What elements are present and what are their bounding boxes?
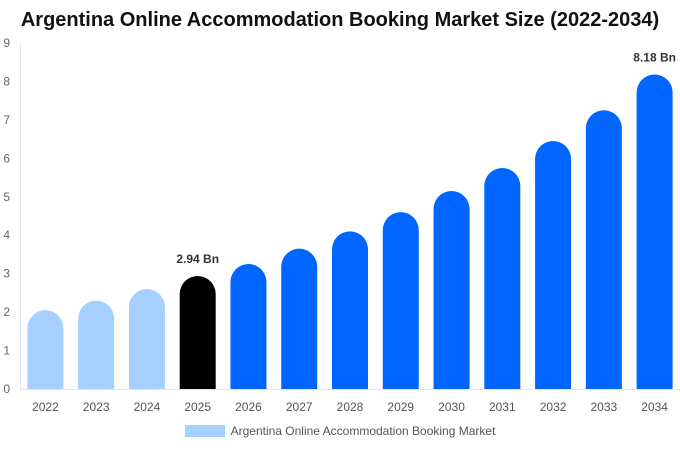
bar-2028 xyxy=(332,231,368,389)
bar-2033 xyxy=(585,110,622,389)
x-tick-label: 2023 xyxy=(83,400,110,414)
y-tick-label: 0 xyxy=(3,382,10,396)
legend-swatch xyxy=(184,425,225,437)
x-tick-label: 2031 xyxy=(489,400,516,414)
x-tick-label: 2034 xyxy=(641,400,668,414)
bar-2034 xyxy=(636,74,673,389)
bar-2027 xyxy=(281,248,318,389)
x-tick-label: 2022 xyxy=(32,400,59,414)
bar-2026 xyxy=(230,264,267,389)
x-axis-ticks: 2022 2023 2024 2025 2026 2027 2028 2029 2030 2031… xyxy=(32,400,668,414)
legend: Argentina Online Accommodation Booking M… xyxy=(0,424,680,438)
y-tick-label: 9 xyxy=(3,36,10,50)
data-label-2034: 8.18 Bn xyxy=(633,51,676,65)
bar-2032 xyxy=(535,141,572,389)
legend-label: Argentina Online Accommodation Booking M… xyxy=(230,424,496,438)
y-tick-label: 1 xyxy=(3,344,10,358)
x-tick-label: 2029 xyxy=(387,400,414,414)
y-tick-label: 4 xyxy=(3,228,10,242)
bar-2025 xyxy=(179,275,216,389)
y-axis-ticks: 0 1 2 3 4 5 6 7 8 9 xyxy=(3,36,10,396)
x-tick-label: 2024 xyxy=(134,400,161,414)
bar-2030 xyxy=(433,191,470,389)
bar-2022 xyxy=(27,310,64,389)
chart-title: Argentina Online Accommodation Booking M… xyxy=(20,9,660,31)
y-tick-label: 6 xyxy=(3,151,10,165)
y-tick-label: 5 xyxy=(3,190,10,204)
bar-2031 xyxy=(484,167,521,389)
y-tick-label: 8 xyxy=(3,74,10,88)
x-tick-label: 2026 xyxy=(235,400,262,414)
bar-2029 xyxy=(382,212,419,389)
bars xyxy=(27,74,673,389)
x-tick-label: 2033 xyxy=(590,400,617,414)
x-tick-label: 2032 xyxy=(540,400,567,414)
y-tick-label: 3 xyxy=(3,267,10,281)
bar-2024 xyxy=(128,289,165,389)
bar-2023 xyxy=(78,300,115,389)
y-tick-label: 7 xyxy=(3,113,10,127)
x-tick-label: 2027 xyxy=(286,400,313,414)
y-tick-label: 2 xyxy=(3,305,10,319)
x-tick-label: 2028 xyxy=(337,400,364,414)
data-label-2025: 2.94 Bn xyxy=(176,252,219,266)
data-labels: 2.94 Bn 8.18 Bn xyxy=(176,51,676,266)
x-tick-label: 2025 xyxy=(184,400,211,414)
x-tick-label: 2030 xyxy=(438,400,465,414)
